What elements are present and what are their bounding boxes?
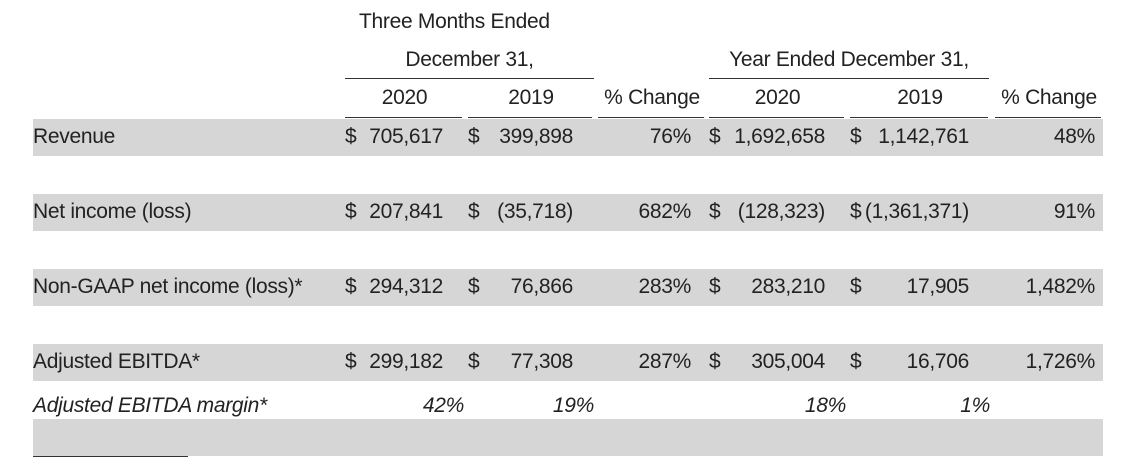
percent: 287% xyxy=(638,350,691,373)
currency-symbol: $ xyxy=(850,125,862,148)
amount: 299,182 xyxy=(369,350,443,373)
header-rule xyxy=(709,78,989,79)
percent: 1,726% xyxy=(1025,350,1096,373)
currency-symbol: $ xyxy=(850,200,862,223)
currency-symbol: $ xyxy=(468,275,480,298)
currency-symbol: $ xyxy=(850,275,862,298)
amount: 399,898 xyxy=(499,125,573,148)
amount: 16,706 xyxy=(906,350,970,373)
percent: 283% xyxy=(638,275,691,298)
amount: 207,841 xyxy=(369,200,443,223)
header-text: Three Months Ended xyxy=(359,10,550,33)
column-header: 2019 xyxy=(508,86,554,109)
column-header: 2019 xyxy=(897,86,943,109)
column-rule xyxy=(709,117,844,118)
column-rule xyxy=(345,117,462,118)
currency-symbol: $ xyxy=(345,350,357,373)
currency-symbol: $ xyxy=(345,275,357,298)
currency-symbol: $ xyxy=(345,200,357,223)
amount: 305,004 xyxy=(751,350,825,373)
row-band xyxy=(33,269,1103,306)
amount: 1,692,658 xyxy=(734,125,825,148)
amount: 17,905 xyxy=(906,275,970,298)
currency-symbol: $ xyxy=(345,125,357,148)
column-header: % Change xyxy=(1001,86,1097,109)
amount: 294,312 xyxy=(369,275,443,298)
row-label: Revenue xyxy=(33,125,115,148)
percent: 682% xyxy=(638,200,691,223)
row-label: Adjusted EBITDA* xyxy=(33,350,200,373)
column-header: 2020 xyxy=(754,86,801,109)
currency-symbol: $ xyxy=(850,350,862,373)
currency-symbol: $ xyxy=(709,350,721,373)
column-header: % Change xyxy=(604,86,700,109)
currency-symbol: $ xyxy=(468,350,480,373)
currency-symbol: $ xyxy=(468,125,480,148)
row-label: Net income (loss) xyxy=(33,200,192,223)
amount: 77,308 xyxy=(510,350,574,373)
currency-symbol: $ xyxy=(468,200,480,223)
row-band xyxy=(33,194,1103,231)
amount: 76,866 xyxy=(510,275,574,298)
column-rule xyxy=(850,117,988,118)
percent: 48% xyxy=(1053,125,1095,148)
row-band xyxy=(33,119,1103,156)
percent: 76% xyxy=(649,125,691,148)
row-label: Non-GAAP net income (loss)* xyxy=(33,275,303,298)
percent: 91% xyxy=(1053,200,1095,223)
header-rule xyxy=(345,78,594,79)
percent: 18% xyxy=(804,394,846,417)
footnote-rule xyxy=(33,456,188,457)
percent: 42% xyxy=(422,394,464,417)
row-label: Adjusted EBITDA margin* xyxy=(33,394,267,417)
header-text: Year Ended December 31, xyxy=(729,48,969,71)
amount: 705,617 xyxy=(369,125,443,148)
percent: 1,482% xyxy=(1025,275,1096,298)
row-band xyxy=(33,419,1103,456)
currency-symbol: $ xyxy=(709,200,721,223)
row-band xyxy=(33,344,1103,381)
percent: 1% xyxy=(960,394,990,417)
amount: 1,142,761 xyxy=(878,125,969,148)
currency-symbol: $ xyxy=(709,275,721,298)
amount: (35,718) xyxy=(497,200,573,223)
column-rule xyxy=(995,117,1101,118)
currency-symbol: $ xyxy=(709,125,721,148)
amount: 283,210 xyxy=(751,275,825,298)
amount: (1,361,371) xyxy=(864,200,969,223)
column-header: 2020 xyxy=(381,86,428,109)
column-rule xyxy=(598,117,704,118)
header-text: December 31, xyxy=(405,48,534,71)
amount: (128,323) xyxy=(737,200,826,223)
percent: 19% xyxy=(552,394,594,417)
column-rule xyxy=(468,117,592,118)
